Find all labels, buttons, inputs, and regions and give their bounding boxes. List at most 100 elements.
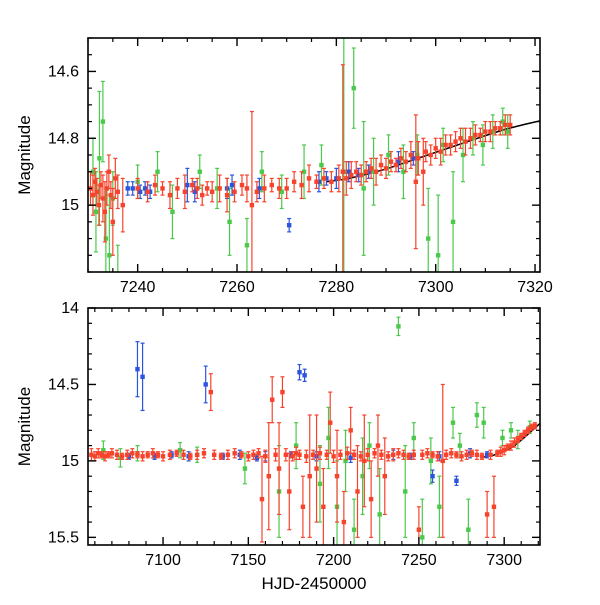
data-point xyxy=(142,186,148,191)
data-point xyxy=(227,219,232,225)
data-point xyxy=(420,535,425,540)
data-point xyxy=(182,189,188,194)
data-point xyxy=(463,139,468,144)
data-point xyxy=(93,209,99,215)
y-tick-label: 15 xyxy=(61,197,79,214)
data-point xyxy=(328,420,333,425)
data-point xyxy=(458,136,463,141)
data-point xyxy=(366,169,371,174)
data-point xyxy=(396,324,401,329)
data-point xyxy=(302,373,307,378)
data-point xyxy=(470,136,476,141)
data-point xyxy=(301,169,307,174)
data-point xyxy=(512,440,517,445)
data-point xyxy=(201,451,207,456)
x-tick-label: 7300 xyxy=(486,552,522,569)
data-point xyxy=(355,489,360,494)
data-point xyxy=(195,186,200,191)
data-point xyxy=(242,466,248,471)
data-point xyxy=(488,129,493,134)
data-point xyxy=(529,425,534,430)
data-point xyxy=(181,452,186,457)
data-point xyxy=(459,454,464,459)
y-axis-label: Magnitude xyxy=(15,115,34,194)
data-point xyxy=(398,156,404,161)
data-point xyxy=(423,149,428,154)
data-point xyxy=(420,452,425,457)
data-point xyxy=(115,189,121,194)
data-point xyxy=(102,454,108,459)
data-point xyxy=(430,452,435,457)
data-point xyxy=(125,186,130,191)
data-point xyxy=(351,85,356,91)
data-point xyxy=(491,504,497,509)
data-point xyxy=(435,454,440,459)
data-point xyxy=(155,169,160,174)
data-point xyxy=(454,478,459,483)
data-point xyxy=(401,452,406,457)
data-point xyxy=(425,451,430,456)
data-point xyxy=(490,129,496,134)
data-point xyxy=(291,179,297,184)
data-point xyxy=(317,481,323,487)
data-point xyxy=(203,382,208,387)
series-red-band xyxy=(88,64,513,272)
data-point xyxy=(152,182,158,188)
data-point xyxy=(329,179,334,184)
data-point xyxy=(310,452,316,457)
data-point xyxy=(135,366,140,372)
data-point xyxy=(155,452,161,457)
data-point xyxy=(484,512,490,517)
data-point xyxy=(114,452,120,457)
data-point xyxy=(433,146,438,151)
data-point xyxy=(498,449,503,454)
data-point xyxy=(297,452,302,457)
data-point xyxy=(508,443,514,448)
data-point xyxy=(495,451,500,456)
data-point xyxy=(300,504,306,509)
y-tick-label: 14 xyxy=(61,300,79,317)
data-point xyxy=(428,458,434,464)
data-point xyxy=(406,454,411,459)
data-point xyxy=(525,428,531,433)
data-point xyxy=(109,451,115,456)
data-point xyxy=(160,454,166,459)
x-tick-label: 7280 xyxy=(319,279,355,296)
data-point xyxy=(152,454,157,459)
data-point xyxy=(120,202,125,208)
data-point xyxy=(147,189,153,194)
data-point xyxy=(96,202,102,208)
data-point xyxy=(304,454,309,459)
data-point xyxy=(224,192,230,198)
data-point xyxy=(388,159,394,164)
data-point xyxy=(403,159,409,164)
y-tick-label: 14.6 xyxy=(48,63,79,80)
data-point xyxy=(457,443,463,448)
data-point xyxy=(375,443,381,448)
data-point xyxy=(150,451,156,456)
data-point xyxy=(532,423,538,428)
data-point xyxy=(344,176,349,181)
data-point xyxy=(443,452,449,457)
data-point xyxy=(89,452,94,457)
data-point xyxy=(331,454,336,459)
data-point xyxy=(254,189,260,194)
x-tick-label: 7100 xyxy=(145,552,181,569)
data-point xyxy=(101,448,106,453)
data-point xyxy=(321,504,326,509)
data-point xyxy=(483,129,488,134)
data-point xyxy=(106,452,111,457)
panel-1-data-area xyxy=(89,316,540,545)
data-point xyxy=(348,455,353,461)
data-point xyxy=(440,458,445,464)
data-point xyxy=(466,527,471,532)
data-point xyxy=(319,162,324,168)
data-point xyxy=(480,142,486,148)
data-point xyxy=(218,454,224,459)
data-point xyxy=(96,451,101,456)
data-point xyxy=(314,179,319,184)
data-point xyxy=(137,189,143,194)
data-point xyxy=(450,420,456,425)
data-point xyxy=(464,452,469,457)
